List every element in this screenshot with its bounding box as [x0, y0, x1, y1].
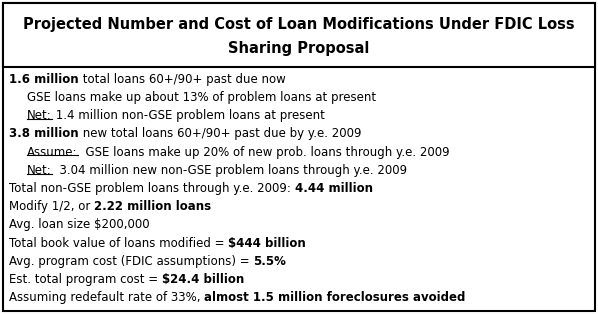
Text: Assuming redefault rate of 33%,: Assuming redefault rate of 33%, — [9, 291, 205, 304]
Text: 4.44 million: 4.44 million — [295, 182, 373, 195]
Text: Avg. loan size $200,000: Avg. loan size $200,000 — [9, 219, 150, 231]
Text: Total book value of loans modified =: Total book value of loans modified = — [9, 237, 228, 250]
Text: Net:: Net: — [27, 109, 52, 122]
Text: $24.4 billion: $24.4 billion — [162, 273, 244, 286]
Text: Modify 1/2, or: Modify 1/2, or — [9, 200, 94, 213]
Text: Est. total program cost =: Est. total program cost = — [9, 273, 162, 286]
Bar — [3, 3, 595, 68]
Text: 1.4 million non-GSE problem loans at present: 1.4 million non-GSE problem loans at pre… — [52, 109, 325, 122]
Text: Projected Number and Cost of Loan Modifications Under FDIC Loss: Projected Number and Cost of Loan Modifi… — [23, 17, 575, 32]
Text: total loans 60+/90+ past due now: total loans 60+/90+ past due now — [78, 73, 285, 86]
Text: $444 billion: $444 billion — [228, 237, 306, 250]
Text: Assume:: Assume: — [27, 146, 78, 159]
Text: 2.22 million loans: 2.22 million loans — [94, 200, 211, 213]
Text: GSE loans make up 20% of new prob. loans through y.e. 2009: GSE loans make up 20% of new prob. loans… — [78, 146, 449, 159]
Text: GSE loans make up about 13% of problem loans at present: GSE loans make up about 13% of problem l… — [27, 91, 376, 104]
Text: 3.8 million: 3.8 million — [9, 127, 78, 140]
Text: Avg. program cost (FDIC assumptions) =: Avg. program cost (FDIC assumptions) = — [9, 255, 254, 268]
Text: Sharing Proposal: Sharing Proposal — [228, 41, 370, 56]
Text: new total loans 60+/90+ past due by y.e. 2009: new total loans 60+/90+ past due by y.e.… — [78, 127, 361, 140]
Text: 1.6 million: 1.6 million — [9, 73, 78, 86]
Text: 5.5%: 5.5% — [254, 255, 286, 268]
Text: 3.04 million new non-GSE problem loans through y.e. 2009: 3.04 million new non-GSE problem loans t… — [52, 164, 407, 177]
Text: Net:: Net: — [27, 164, 52, 177]
Text: Total non-GSE problem loans through y.e. 2009:: Total non-GSE problem loans through y.e.… — [9, 182, 295, 195]
Text: almost 1.5 million foreclosures avoided: almost 1.5 million foreclosures avoided — [205, 291, 466, 304]
